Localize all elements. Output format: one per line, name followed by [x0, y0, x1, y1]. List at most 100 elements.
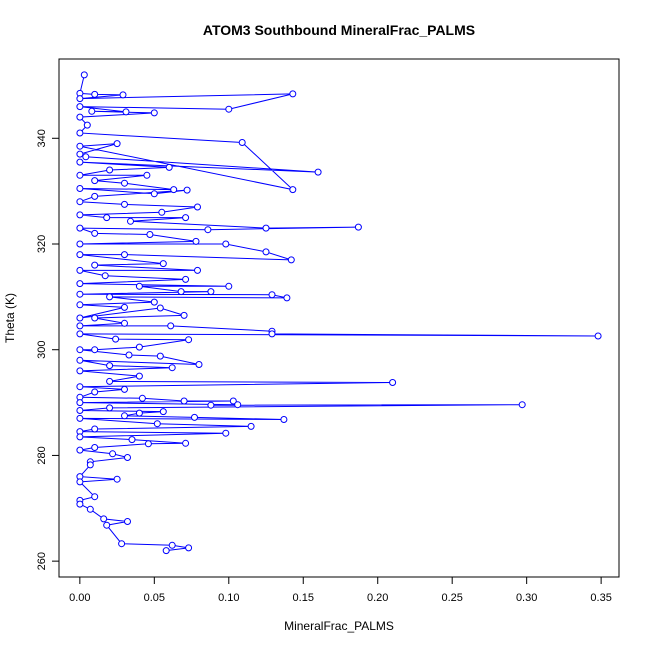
data-point [76, 399, 84, 407]
data-point [118, 540, 126, 548]
data-point [86, 505, 94, 513]
data-point [182, 439, 190, 447]
data-point [150, 190, 158, 198]
data-point [121, 385, 128, 393]
data-point [194, 203, 201, 211]
data-point [121, 303, 128, 311]
data-point [91, 425, 99, 433]
data-point [112, 335, 120, 343]
data-point [121, 251, 128, 259]
x-tick-label: 0.30 [516, 592, 537, 604]
data-point [76, 500, 84, 508]
data-point [76, 346, 84, 354]
data-point [183, 186, 191, 194]
data-point [146, 231, 154, 238]
y-tick-label: 320 [36, 235, 48, 253]
data-point [162, 547, 170, 555]
data-point [165, 163, 173, 171]
data-point [109, 450, 117, 458]
data-point [168, 541, 176, 549]
data-point [76, 407, 84, 414]
data-point [76, 224, 84, 232]
data-point [91, 388, 99, 396]
data-point [594, 332, 602, 340]
data-point [194, 266, 201, 274]
data-point [86, 461, 94, 469]
data-point [125, 351, 133, 359]
data-point [76, 103, 84, 111]
chart-title: ATOM3 Southbound MineralFrac_PALMS [203, 22, 475, 38]
data-point [76, 383, 84, 391]
data-point [192, 237, 200, 245]
data-point [91, 261, 99, 269]
data-point [121, 179, 128, 187]
x-tick-label: 0.10 [218, 592, 239, 604]
data-point [113, 140, 121, 148]
data-point [119, 91, 127, 99]
data-point [76, 185, 84, 192]
data-point [182, 275, 190, 283]
data-point [280, 416, 288, 423]
data-point [158, 208, 166, 216]
data-point [180, 397, 188, 405]
data-point [76, 251, 84, 259]
data-point [156, 352, 164, 360]
data-point [113, 475, 121, 483]
data-point [76, 158, 84, 166]
data-point [135, 409, 143, 417]
data-point [82, 153, 90, 161]
data-point [262, 248, 270, 256]
data-point [195, 361, 203, 368]
data-point [76, 446, 84, 454]
data-point [268, 330, 276, 338]
data-point [289, 90, 297, 98]
data-point [76, 150, 84, 158]
data-point [121, 412, 128, 420]
data-point [283, 294, 291, 302]
data-point [101, 272, 109, 280]
data-point [76, 356, 84, 364]
data-point [144, 440, 152, 448]
data-point [106, 166, 114, 174]
data-point [247, 422, 255, 430]
x-axis-label: MineralFrac_PALMS [284, 619, 394, 633]
data-point [128, 436, 136, 444]
data-point [76, 198, 84, 206]
data-point [222, 240, 230, 248]
data-point [106, 404, 114, 412]
y-tick-label: 260 [36, 552, 48, 570]
data-point [185, 336, 193, 344]
data-point [76, 414, 84, 422]
data-point [238, 139, 246, 146]
data-point [91, 314, 99, 322]
data-point [262, 224, 270, 232]
data-point [76, 211, 84, 219]
data-point [153, 420, 161, 428]
x-tick-label: 0.15 [293, 592, 314, 604]
data-point [106, 362, 114, 370]
data-point [91, 444, 99, 451]
data-point [150, 298, 158, 306]
data-point [91, 177, 99, 185]
data-point [167, 322, 175, 330]
data-point [76, 142, 84, 150]
data-point [229, 397, 237, 405]
x-axis: 0.00 0.05 0.10 0.15 0.20 0.25 0.30 0.35 [69, 576, 612, 604]
data-point [314, 168, 322, 176]
data-point [135, 282, 143, 290]
data-point [177, 288, 185, 296]
x-tick-label: 0.20 [367, 592, 388, 604]
data-point [76, 113, 84, 121]
data-point [222, 429, 230, 437]
data-point [207, 401, 215, 409]
data-point [91, 192, 99, 200]
data-point [121, 200, 128, 208]
data-point [91, 346, 99, 354]
data-point [76, 330, 84, 338]
data-point [207, 288, 215, 296]
data-point [135, 372, 143, 380]
data-point [234, 401, 242, 409]
data-point [103, 214, 111, 222]
data-point [182, 214, 190, 222]
data-point [127, 217, 134, 225]
